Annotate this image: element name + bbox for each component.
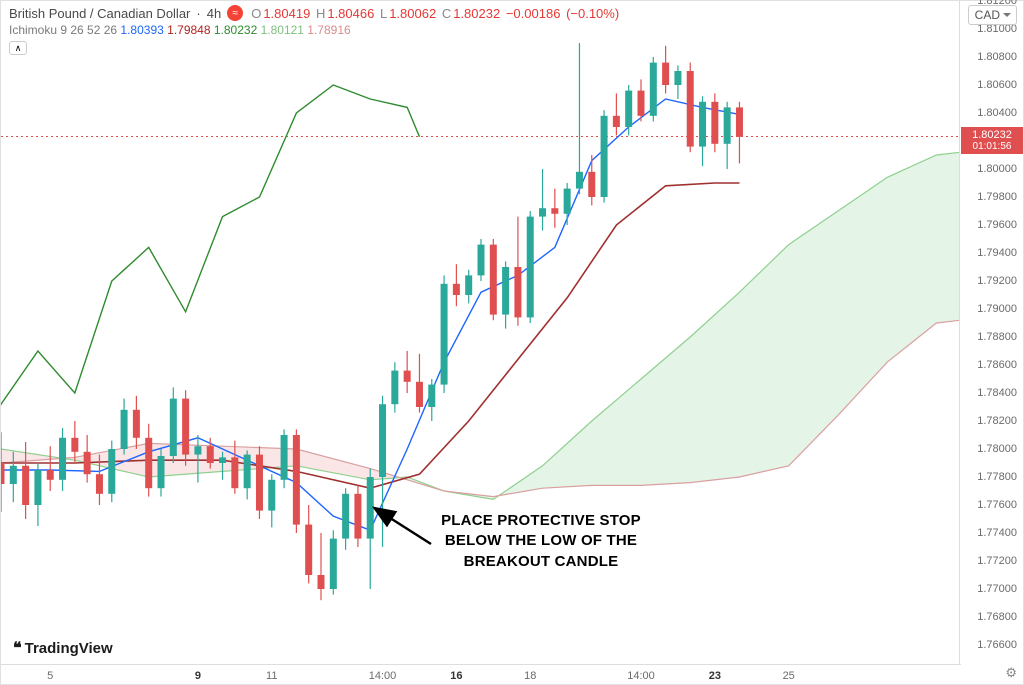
last-price-tag: 1.8023201:01:56 — [961, 127, 1023, 154]
symbol-row: British Pound / Canadian Dollar · 4h ≈ O… — [9, 5, 619, 21]
annotation-text: PLACE PROTECTIVE STOPBELOW THE LOW OF TH… — [421, 511, 661, 572]
indicator-name[interactable]: Ichimoku 9 26 52 26 — [9, 23, 117, 37]
tv-mark-icon: ❝ — [13, 638, 22, 658]
currency-selector[interactable]: CAD — [968, 5, 1017, 25]
interval[interactable]: 4h — [207, 6, 221, 21]
chart-header: British Pound / Canadian Dollar · 4h ≈ O… — [9, 5, 619, 55]
pair-name[interactable]: British Pound / Canadian Dollar — [9, 6, 190, 21]
ohlc-readout: O1.80419 H1.80466 L1.80062 C1.80232 −0.0… — [249, 6, 619, 21]
time-axis[interactable]: 591114:00161814:002325 — [1, 664, 961, 684]
collapse-legend-button[interactable]: ∧ — [9, 41, 27, 55]
tradingview-logo[interactable]: ❝ TradingView — [13, 638, 113, 658]
exchange-icon: ≈ — [227, 5, 243, 21]
settings-icon[interactable]: ⚙ — [1005, 665, 1017, 681]
chart-container: British Pound / Canadian Dollar · 4h ≈ O… — [0, 0, 1024, 685]
indicator-row: Ichimoku 9 26 52 26 1.80393 1.79848 1.80… — [9, 23, 619, 37]
price-axis[interactable]: 1.766001.768001.770001.772001.774001.776… — [959, 1, 1023, 665]
